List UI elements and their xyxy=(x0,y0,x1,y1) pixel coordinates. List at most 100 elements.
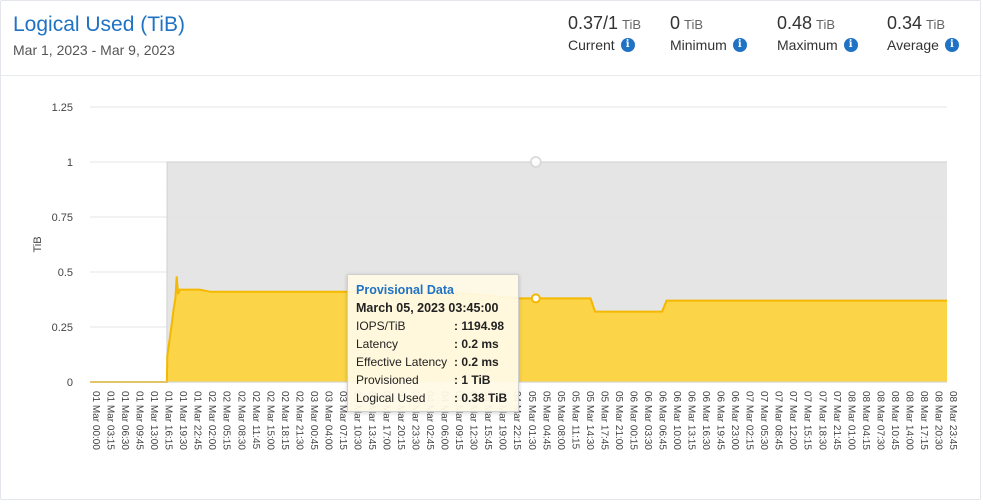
series-line-logical-used xyxy=(90,276,947,383)
stat-average: 0.34 TiB Average i xyxy=(887,13,959,53)
x-tick-label: 01 Mar 03:15 xyxy=(105,391,116,450)
x-tick-label: 01 Mar 06:30 xyxy=(119,391,130,450)
tooltip-row: Logical Used : 0.38 TiB xyxy=(356,391,510,405)
stat-unit: TiB xyxy=(816,17,836,32)
y-axis-label: TiB xyxy=(32,236,44,252)
x-tick-label: 07 Mar 18:30 xyxy=(816,391,827,450)
x-tick-label: 05 Mar 14:30 xyxy=(584,391,595,450)
stat-unit: TiB xyxy=(926,17,946,32)
tooltip-key: Effective Latency xyxy=(356,355,448,369)
x-tick-label: 08 Mar 04:15 xyxy=(860,391,871,450)
x-tick-label: 01 Mar 22:45 xyxy=(192,391,203,450)
stat-maximum: 0.48 TiB Maximum i xyxy=(777,13,858,53)
stat-value: 0.48 xyxy=(777,13,813,33)
x-tick-label: 05 Mar 11:15 xyxy=(569,391,580,450)
x-tick-label: 04 Mar 02:45 xyxy=(424,391,435,450)
x-tick-label: 06 Mar 13:15 xyxy=(686,391,697,450)
tooltip-key: Latency xyxy=(356,337,399,351)
x-tick-label: 07 Mar 05:30 xyxy=(758,391,769,450)
x-tick-label: 03 Mar 17:00 xyxy=(381,391,392,450)
x-tick-label: 02 Mar 15:00 xyxy=(264,391,275,450)
x-tick-label: 07 Mar 15:15 xyxy=(802,391,813,450)
x-tick-label: 06 Mar 16:30 xyxy=(700,391,711,450)
date-range: Mar 1, 2023 - Mar 9, 2023 xyxy=(13,42,175,58)
info-icon[interactable]: i xyxy=(620,38,635,52)
stat-label: Maximum xyxy=(777,37,838,53)
tooltip-value: : 1 TiB xyxy=(454,373,491,387)
chart-tooltip: Provisional Data March 05, 2023 03:45:00… xyxy=(347,274,519,412)
tooltip-value: : 0.2 ms xyxy=(454,355,499,369)
x-tick-label: 02 Mar 11:45 xyxy=(250,391,261,450)
hover-marker-provisioned xyxy=(529,156,542,168)
x-tick-label: 08 Mar 23:45 xyxy=(947,391,958,450)
x-tick-label: 06 Mar 10:00 xyxy=(671,391,682,450)
x-tick-label: 08 Mar 01:00 xyxy=(845,391,856,450)
tooltip-value: : 0.2 ms xyxy=(454,337,499,351)
info-icon[interactable]: i xyxy=(843,38,858,52)
x-tick-label: 03 Mar 20:15 xyxy=(395,391,406,450)
x-tick-label: 06 Mar 19:45 xyxy=(715,391,726,450)
y-tick-label: 0.25 xyxy=(52,322,73,334)
x-tick-label: 04 Mar 19:00 xyxy=(497,391,508,450)
x-tick-label: 07 Mar 12:00 xyxy=(787,391,798,450)
tooltip-key: Provisioned xyxy=(356,373,419,387)
tooltip-key: Logical Used xyxy=(356,391,426,405)
tooltip-row: Effective Latency : 0.2 ms xyxy=(356,355,510,369)
info-icon[interactable]: i xyxy=(944,38,959,52)
x-tick-label: 05 Mar 04:45 xyxy=(540,391,551,450)
x-tick-label: 02 Mar 05:15 xyxy=(221,391,232,450)
tooltip-row: IOPS/TiB : 1194.98 xyxy=(356,319,510,333)
x-tick-label: 02 Mar 08:30 xyxy=(235,391,246,450)
x-tick-label: 05 Mar 08:00 xyxy=(555,391,566,450)
x-tick-label: 01 Mar 16:15 xyxy=(163,391,174,450)
x-tick-label: 08 Mar 17:15 xyxy=(918,391,929,450)
x-tick-label: 08 Mar 14:00 xyxy=(903,391,914,450)
tooltip-timestamp: March 05, 2023 03:45:00 xyxy=(356,301,499,315)
x-tick-label: 06 Mar 23:00 xyxy=(729,391,740,450)
info-icon[interactable]: i xyxy=(732,38,747,52)
x-tick-label: 03 Mar 07:15 xyxy=(337,391,348,450)
chart-title: Logical Used (TiB) xyxy=(13,13,185,36)
x-tick-label: 01 Mar 00:00 xyxy=(90,391,101,450)
y-tick-label: 0.5 xyxy=(58,267,73,279)
stat-label: Current xyxy=(568,37,615,53)
x-tick-label: 02 Mar 02:00 xyxy=(206,391,217,450)
y-tick-label: 1 xyxy=(67,157,73,169)
x-tick-label: 04 Mar 12:30 xyxy=(468,391,479,450)
x-tick-label: 05 Mar 17:45 xyxy=(598,391,609,450)
stat-value: 0 xyxy=(670,13,681,33)
tooltip-key: IOPS/TiB xyxy=(356,319,406,333)
area-chart[interactable]: 0 0.25 0.5 0.75 1 1.25 TiB 01 Mar 00:00 01 Mar 0… xyxy=(1,76,982,500)
tooltip-row: Provisioned : 1 TiB xyxy=(356,373,510,387)
x-tick-label: 01 Mar 13:00 xyxy=(148,391,159,450)
x-tick-label: 04 Mar 06:00 xyxy=(439,391,450,450)
tooltip-value: : 0.38 TiB xyxy=(454,391,508,405)
stat-value: 0.37/1 xyxy=(568,13,619,33)
x-tick-label: 03 Mar 13:45 xyxy=(366,391,377,450)
x-tick-label: 05 Mar 01:30 xyxy=(526,391,537,450)
x-tick-label: 08 Mar 07:30 xyxy=(874,391,885,450)
x-tick-label: 03 Mar 23:30 xyxy=(410,391,421,450)
x-tick-label: 06 Mar 06:45 xyxy=(656,391,667,450)
stat-label: Minimum xyxy=(670,37,727,53)
x-tick-label: 05 Mar 21:00 xyxy=(613,391,624,450)
x-tick-label: 07 Mar 02:15 xyxy=(744,391,755,450)
x-tick-label: 06 Mar 00:15 xyxy=(627,391,638,450)
y-tick-label: 0 xyxy=(67,377,73,389)
tooltip-row: Latency : 0.2 ms xyxy=(356,337,510,351)
x-tick-label: 07 Mar 08:45 xyxy=(773,391,784,450)
tooltip-value: : 1194.98 xyxy=(454,319,505,333)
stat-current: 0.37/1 TiB Current i xyxy=(568,13,641,53)
card-header: Logical Used (TiB) Mar 1, 2023 - Mar 9, … xyxy=(1,1,982,76)
x-tick-label: 04 Mar 22:15 xyxy=(511,391,522,450)
x-tick-label: 01 Mar 19:30 xyxy=(177,391,188,450)
y-tick-label: 1.25 xyxy=(52,102,73,114)
stat-minimum: 0 TiB Minimum i xyxy=(670,13,747,53)
x-tick-label: 08 Mar 10:45 xyxy=(889,391,900,450)
x-tick-label: 03 Mar 10:30 xyxy=(351,391,362,450)
x-tick-label: 04 Mar 09:15 xyxy=(453,391,464,450)
x-tick-label: 04 Mar 15:45 xyxy=(482,391,493,450)
stat-unit: TiB xyxy=(622,17,642,32)
hover-marker-used xyxy=(530,293,541,304)
